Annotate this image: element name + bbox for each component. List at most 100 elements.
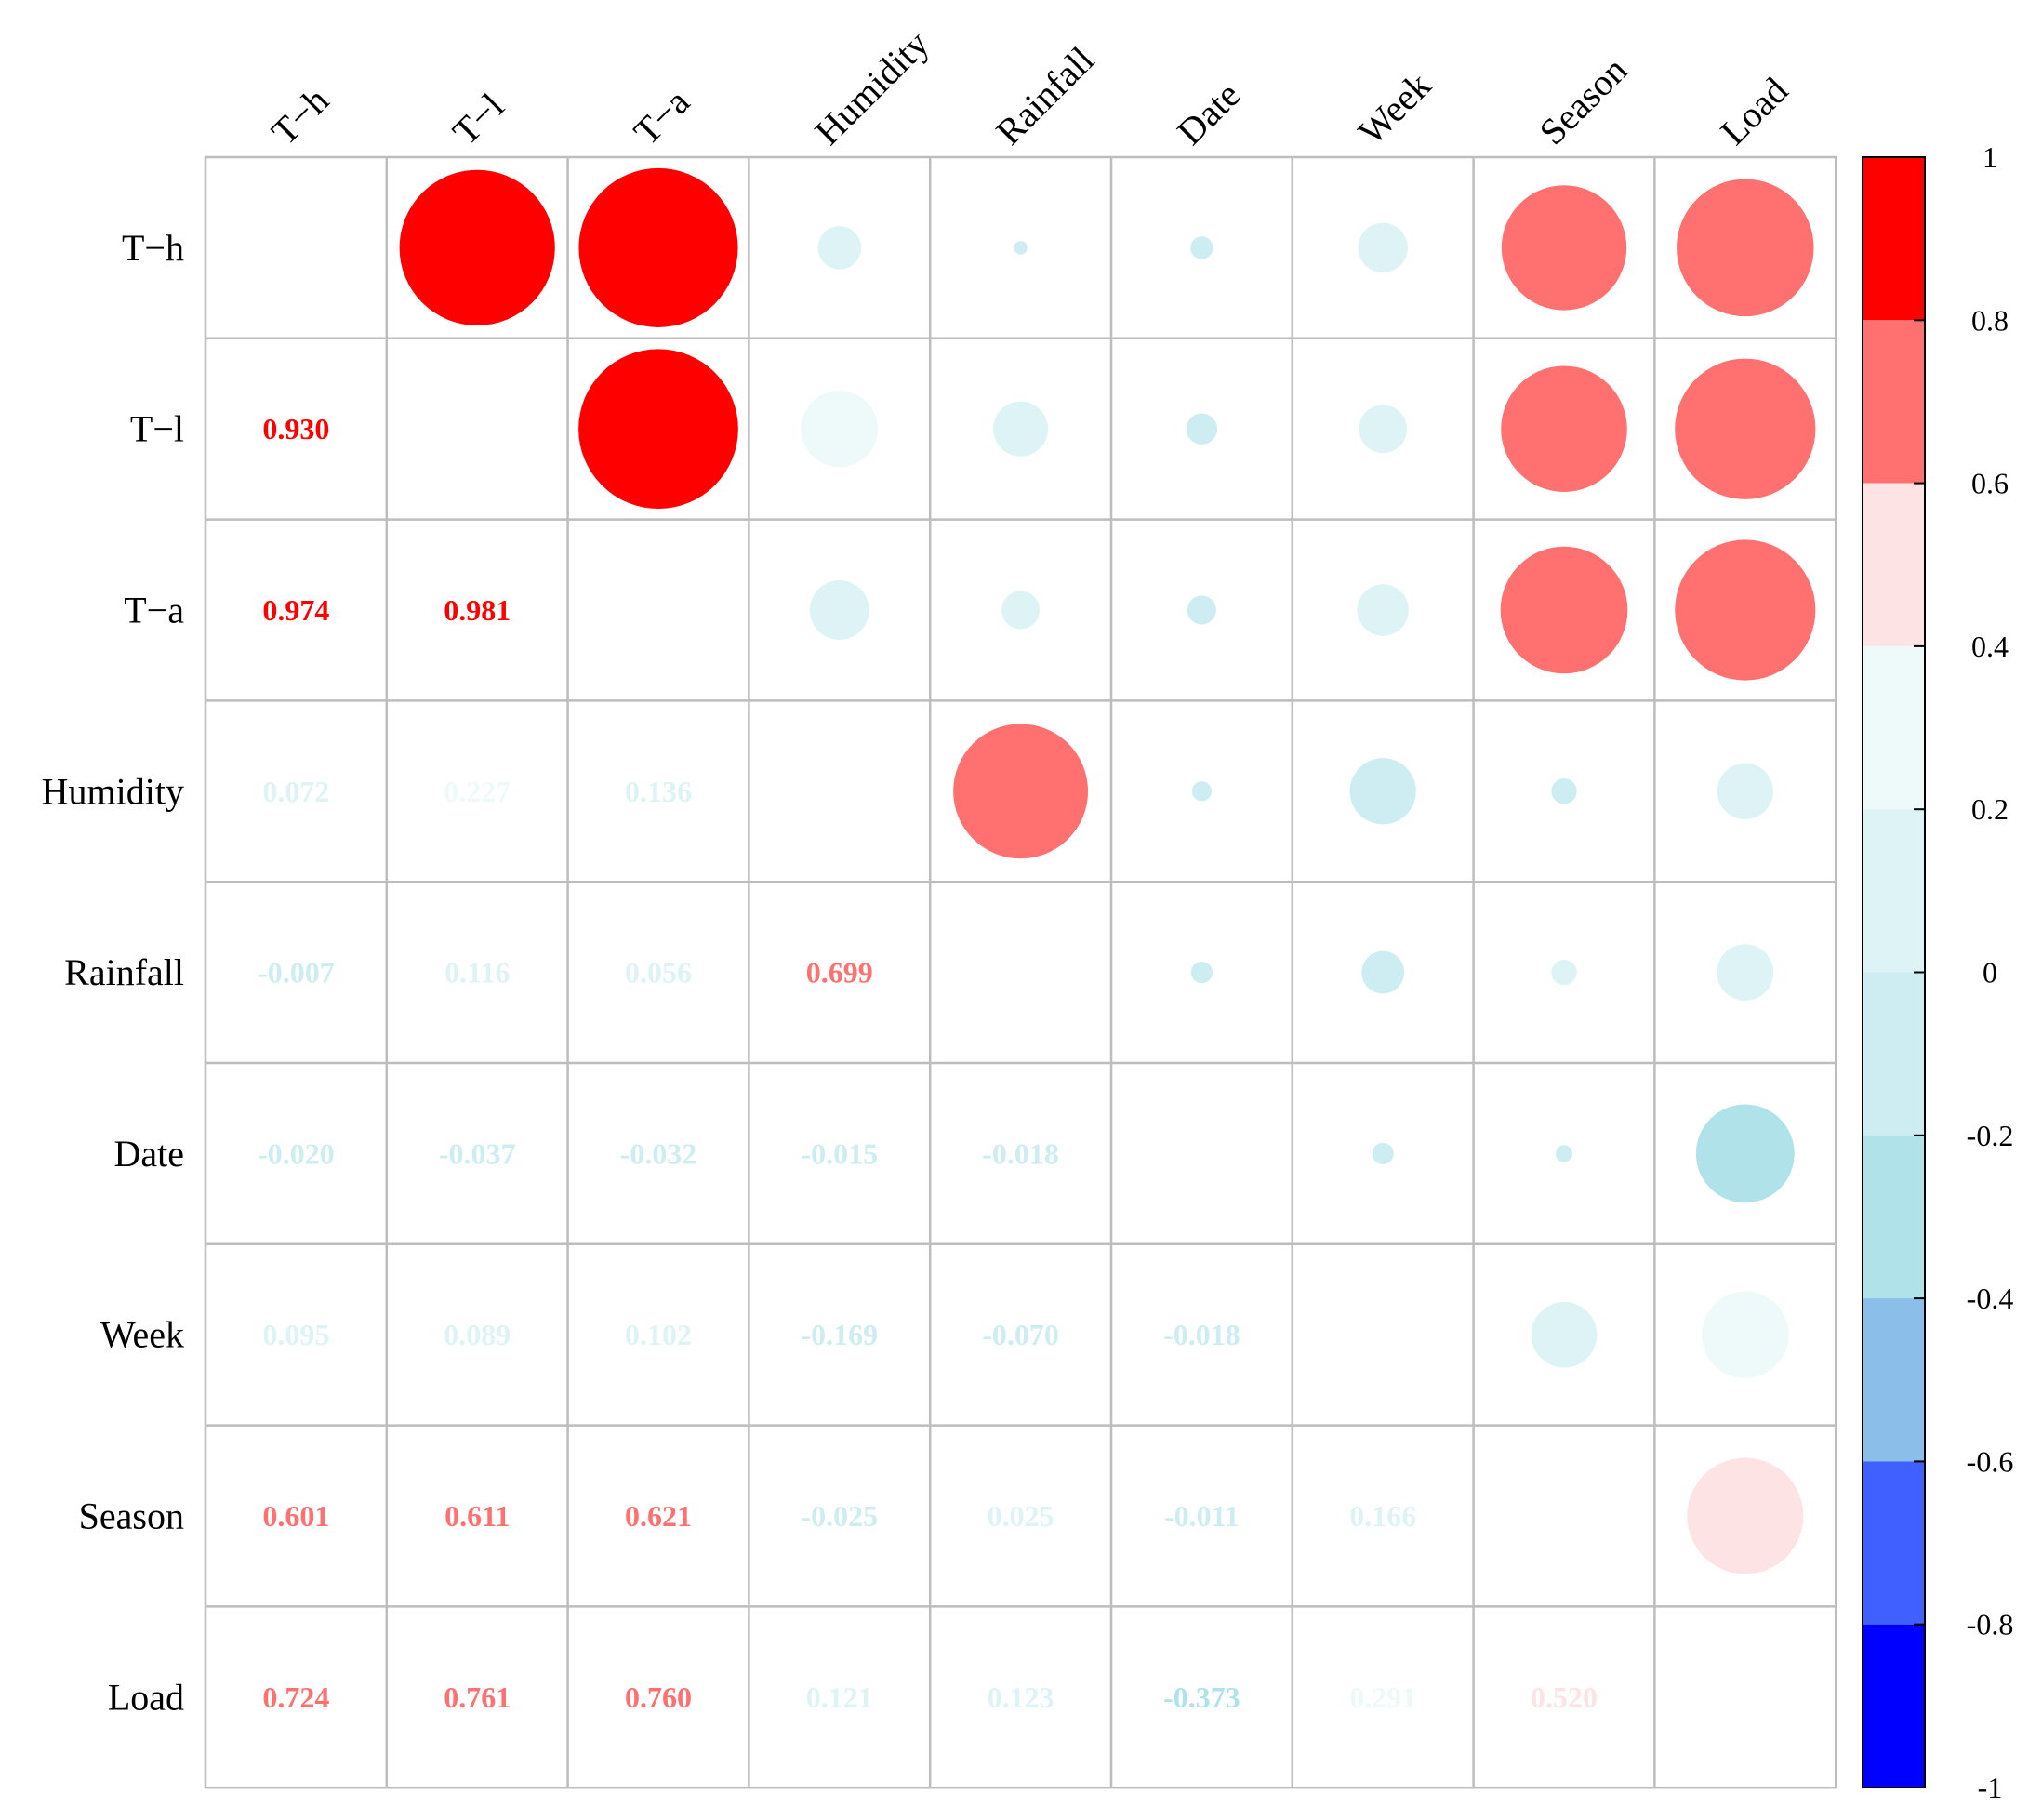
- column-labels: T−h T−l T−a Humidity Rainfall Date Week Season L…: [263, 22, 1796, 153]
- correlation-value-5-0: -0.020: [258, 1136, 335, 1170]
- correlation-value-8-5: -0.373: [1163, 1681, 1240, 1714]
- correlation-circle-3-8: [1717, 763, 1773, 819]
- correlation-value-6-2: 0.102: [625, 1318, 692, 1351]
- correlation-circle-0-1: [399, 169, 555, 325]
- colorbar: 1 0.8 0.6 0.4 0.2 0 -0.2 -0.4 -0.6 -0.8 -1: [1862, 140, 2014, 1804]
- correlation-value-5-1: -0.037: [439, 1136, 516, 1170]
- correlation-circle-0-4: [1014, 241, 1028, 255]
- correlation-circle-0-3: [817, 226, 862, 270]
- correlation-value-8-3: 0.121: [806, 1681, 873, 1714]
- colorbar-bin-9: [1863, 1624, 1925, 1787]
- correlation-value-8-4: 0.123: [988, 1681, 1054, 1714]
- correlation-values: 0.930 0.974 0.981 0.072 0.227 0.136 -0.007 0.11…: [258, 412, 1598, 1714]
- correlation-circle-1-3: [801, 390, 879, 468]
- colorbar-bin-0: [1863, 157, 1925, 321]
- row-label-5: Date: [113, 1133, 184, 1175]
- correlation-circle-0-7: [1501, 185, 1627, 311]
- colorbar-tick-label-9: -0.8: [1967, 1608, 2014, 1641]
- correlation-circle-2-6: [1357, 584, 1409, 636]
- correlation-value-5-2: -0.032: [620, 1136, 697, 1170]
- row-labels: T−h T−l T−a Humidity Rainfall Date Week Season L…: [42, 227, 185, 1718]
- colorbar-bin-1: [1863, 320, 1925, 484]
- correlation-value-8-1: 0.761: [444, 1681, 511, 1714]
- correlation-value-6-0: 0.095: [262, 1318, 329, 1351]
- correlation-value-8-6: 0.291: [1349, 1681, 1416, 1714]
- correlation-value-7-4: 0.025: [988, 1499, 1054, 1533]
- correlation-value-7-1: 0.611: [444, 1499, 510, 1533]
- column-label-0: T−h: [263, 79, 337, 153]
- column-label-8: Load: [1712, 69, 1796, 153]
- column-label-6: Week: [1350, 64, 1439, 153]
- correlation-value-4-0: -0.007: [258, 956, 335, 990]
- column-label-1: T−l: [444, 85, 512, 153]
- colorbar-bin-7: [1863, 1298, 1925, 1462]
- colorbar-tick-label-4: 0.2: [1971, 792, 2009, 826]
- correlation-value-2-1: 0.981: [444, 593, 511, 627]
- correlation-value-4-2: 0.056: [625, 956, 692, 990]
- column-label-3: Humidity: [806, 22, 936, 153]
- correlation-value-8-2: 0.760: [625, 1681, 692, 1714]
- correlation-circle-1-7: [1501, 365, 1627, 492]
- correlation-circle-2-3: [809, 580, 869, 640]
- correlation-circle-1-5: [1186, 413, 1218, 445]
- colorbar-tick-label-7: -0.4: [1967, 1282, 2014, 1315]
- correlation-circle-1-8: [1675, 358, 1816, 499]
- correlation-circle-6-8: [1702, 1291, 1789, 1378]
- correlation-value-7-2: 0.621: [625, 1499, 692, 1533]
- correlation-value-7-6: 0.166: [1349, 1499, 1416, 1533]
- colorbar-bin-3: [1863, 645, 1925, 810]
- colorbar-tick-label-0: 1: [1983, 140, 1997, 174]
- row-label-4: Rainfall: [64, 951, 184, 993]
- correlation-value-3-2: 0.136: [625, 775, 692, 808]
- row-label-2: T−a: [124, 590, 184, 631]
- correlation-circle-3-5: [1191, 781, 1213, 802]
- correlation-circles: [399, 167, 1816, 1574]
- correlation-circle-2-4: [1001, 591, 1041, 630]
- colorbar-tick-label-1: 0.8: [1971, 303, 2009, 337]
- correlation-circle-5-6: [1372, 1142, 1394, 1165]
- correlation-value-6-5: -0.018: [1163, 1318, 1240, 1351]
- correlation-circle-4-7: [1551, 959, 1577, 986]
- correlation-value-2-0: 0.974: [262, 593, 329, 627]
- correlation-value-8-0: 0.724: [262, 1681, 329, 1714]
- column-label-5: Date: [1169, 73, 1248, 153]
- column-label-2: T−a: [626, 81, 698, 153]
- colorbar-tick-label-3: 0.4: [1971, 630, 2009, 663]
- correlation-circle-2-7: [1500, 546, 1628, 674]
- correlation-circle-2-8: [1675, 539, 1816, 681]
- correlation-value-7-3: -0.025: [801, 1499, 878, 1533]
- correlation-value-1-0: 0.930: [262, 412, 329, 445]
- correlation-circle-4-6: [1361, 950, 1405, 994]
- colorbar-tick-label-10: -1: [1978, 1771, 2003, 1804]
- correlation-circle-0-6: [1358, 222, 1408, 273]
- correlation-circle-4-8: [1717, 944, 1774, 1001]
- correlation-circle-4-5: [1190, 961, 1213, 984]
- correlation-circle-1-4: [993, 401, 1049, 457]
- colorbar-bin-4: [1863, 809, 1925, 973]
- correlation-circle-0-8: [1677, 179, 1814, 317]
- correlation-value-4-3: 0.699: [806, 956, 873, 990]
- correlation-value-6-4: -0.070: [982, 1318, 1059, 1351]
- correlation-circle-3-6: [1349, 758, 1416, 825]
- colorbar-bin-2: [1863, 483, 1925, 646]
- row-label-0: T−h: [122, 227, 184, 269]
- correlation-circle-3-4: [953, 724, 1089, 859]
- colorbar-tick-label-8: -0.6: [1967, 1444, 2014, 1478]
- colorbar-bin-5: [1863, 972, 1925, 1136]
- colorbar-tick-label-2: 0.6: [1971, 467, 2009, 500]
- correlation-circle-1-6: [1359, 405, 1408, 454]
- correlation-circle-3-7: [1551, 778, 1577, 804]
- correlation-value-4-1: 0.116: [444, 956, 510, 990]
- correlation-circle-2-5: [1187, 595, 1216, 625]
- correlation-circle-5-8: [1695, 1104, 1795, 1203]
- correlation-value-3-1: 0.227: [444, 775, 511, 808]
- correlation-circle-1-2: [578, 349, 738, 510]
- row-label-7: Season: [79, 1495, 184, 1537]
- correlation-circle-7-8: [1687, 1457, 1804, 1574]
- correlation-value-3-0: 0.072: [262, 775, 329, 808]
- row-label-8: Load: [108, 1676, 184, 1718]
- correlation-value-6-3: -0.169: [801, 1318, 878, 1351]
- colorbar-bin-6: [1863, 1135, 1925, 1299]
- column-label-4: Rainfall: [988, 38, 1102, 153]
